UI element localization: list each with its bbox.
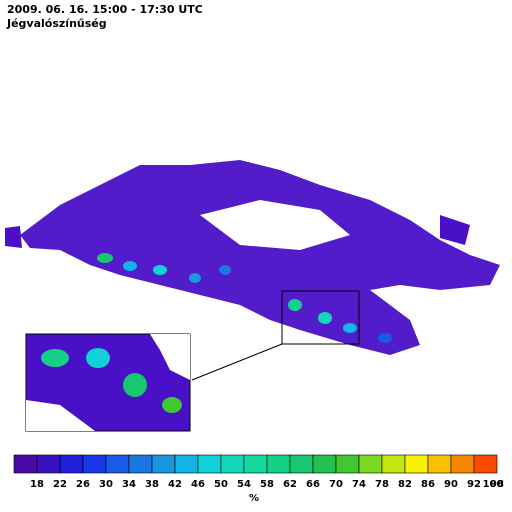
color-swatch — [151, 454, 176, 474]
title: 2009. 06. 16. 15:00 - 17:30 UTC — [7, 3, 203, 16]
colorbar-label: 66 — [306, 479, 320, 490]
color-swatch — [289, 454, 314, 474]
colorbar-label: 50 — [214, 479, 228, 490]
color-swatch — [450, 454, 475, 474]
color-swatch — [335, 454, 360, 474]
colorbar-label: 38 — [145, 479, 159, 490]
color-swatch — [381, 454, 406, 474]
color-swatch — [220, 454, 245, 474]
color-swatch — [358, 454, 383, 474]
color-swatch — [197, 454, 222, 474]
colorbar-label: 98 — [490, 479, 504, 490]
colorbar-label: 34 — [122, 479, 136, 490]
colorbar-label: 58 — [260, 479, 274, 490]
color-swatch — [243, 454, 268, 474]
colorbar-label: 100 — [483, 479, 504, 490]
colorbar-label: 92 — [467, 479, 481, 490]
color-swatch — [174, 454, 199, 474]
color-swatch — [82, 454, 107, 474]
colorbar-label: 22 — [53, 479, 67, 490]
color-swatch — [473, 454, 498, 474]
radar-echoes — [5, 160, 500, 355]
colorbar-label: 30 — [99, 479, 113, 490]
colorbar-label: 86 — [421, 479, 435, 490]
color-swatch — [266, 454, 291, 474]
color-swatch — [13, 454, 38, 474]
subtitle: Jégvalószínűség — [7, 17, 107, 30]
colorbar-label: 62 — [283, 479, 297, 490]
colorbar-label: 70 — [329, 479, 343, 490]
colorbar-label: 46 — [191, 479, 205, 490]
color-swatch — [404, 454, 429, 474]
inset — [25, 333, 191, 432]
zoom-box — [281, 290, 360, 345]
colorbar-label: 82 — [398, 479, 412, 490]
colorbar-label: 78 — [375, 479, 389, 490]
colorbar-label: 26 — [76, 479, 90, 490]
colorbar-label: 54 — [237, 479, 251, 490]
colorbar: 18 22 26 30 34 38 42 46 50 54 58 62 66 70 74 78 82 86 90 92… — [13, 454, 504, 504]
color-swatch — [36, 454, 61, 474]
colorbar-label: 18 — [30, 479, 44, 490]
unit-label: % — [249, 493, 259, 504]
color-swatch — [59, 454, 84, 474]
color-swatch — [427, 454, 452, 474]
color-swatch — [312, 454, 337, 474]
strong-cells — [97, 253, 392, 343]
color-swatch — [128, 454, 153, 474]
zoom-connector — [191, 343, 283, 381]
colorbar-label: 90 — [444, 479, 458, 490]
colorbar-label: 42 — [168, 479, 182, 490]
color-swatch — [105, 454, 130, 474]
colorbar-label: 74 — [352, 479, 366, 490]
